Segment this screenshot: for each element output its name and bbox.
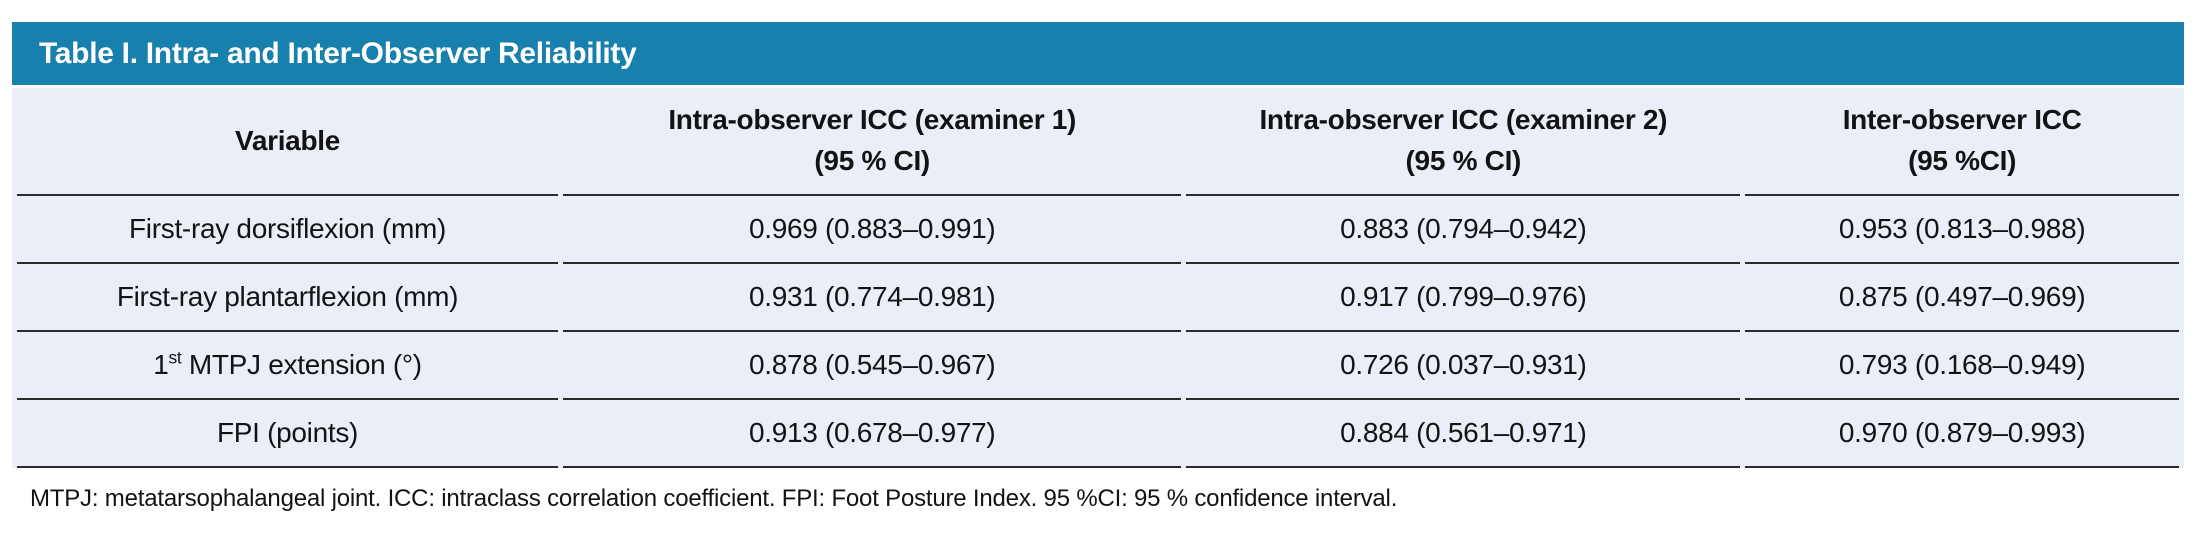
variable-superscript: st [168, 347, 182, 368]
icc-examiner1-cell: 0.913 (0.678–0.977) [563, 400, 1182, 468]
variable-cell: First-ray plantarflexion (mm) [17, 264, 559, 332]
column-header-label: Variable [235, 124, 341, 156]
variable-text-rest: MTPJ extension (°) [181, 349, 422, 380]
inter-observer-icc-cell: 0.970 (0.879–0.993) [1745, 400, 2179, 468]
icc-examiner2-cell: 0.917 (0.799–0.976) [1186, 264, 1741, 332]
column-header-sublabel: (95 %CI) [1908, 145, 2017, 176]
variable-text: 1 [153, 349, 169, 380]
column-header-intra-observer-icc-examiner2: Intra-observer ICC (examiner 2) (95 % CI… [1186, 88, 1741, 196]
table-row: FPI (points) 0.913 (0.678–0.977) 0.884 (… [17, 400, 2179, 468]
variable-cell: 1st MTPJ extension (°) [17, 332, 559, 400]
variable-cell: FPI (points) [17, 400, 559, 468]
column-header-sublabel: (95 % CI) [1405, 145, 1522, 176]
icc-examiner2-cell: 0.884 (0.561–0.971) [1186, 400, 1741, 468]
table-title: Table I. Intra- and Inter-Observer Relia… [39, 36, 637, 70]
inter-observer-icc-cell: 0.793 (0.168–0.949) [1745, 332, 2179, 400]
variable-cell: First-ray dorsiflexion (mm) [17, 196, 559, 264]
table-row: 1st MTPJ extension (°) 0.878 (0.545–0.96… [17, 332, 2179, 400]
column-header-label: Intra-observer ICC (examiner 2) [1259, 104, 1668, 136]
table-footnote: MTPJ: metatarsophalangeal joint. ICC: in… [12, 468, 2184, 513]
column-header-label: Intra-observer ICC (examiner 1) [668, 104, 1077, 136]
reliability-table: Variable Intra-observer ICC (examiner 1)… [12, 88, 2184, 468]
icc-examiner2-cell: 0.726 (0.037–0.931) [1186, 332, 1741, 400]
inter-observer-icc-cell: 0.875 (0.497–0.969) [1745, 264, 2179, 332]
column-header-sublabel: (95 % CI) [814, 145, 930, 176]
icc-examiner2-cell: 0.883 (0.794–0.942) [1186, 196, 1741, 264]
variable-text: First-ray dorsiflexion (mm) [129, 213, 447, 244]
icc-examiner1-cell: 0.969 (0.883–0.991) [563, 196, 1182, 264]
variable-text: FPI (points) [216, 417, 359, 448]
column-header-intra-observer-icc-examiner1: Intra-observer ICC (examiner 1) (95 % CI… [563, 88, 1182, 196]
header-row: Variable Intra-observer ICC (examiner 1)… [17, 88, 2179, 196]
table-title-bar: Table I. Intra- and Inter-Observer Relia… [12, 22, 2184, 85]
inter-observer-icc-cell: 0.953 (0.813–0.988) [1745, 196, 2179, 264]
icc-examiner1-cell: 0.878 (0.545–0.967) [563, 332, 1182, 400]
variable-text: First-ray plantarflexion (mm) [116, 281, 459, 312]
table-row: First-ray dorsiflexion (mm) 0.969 (0.883… [17, 196, 2179, 264]
column-header-inter-observer-icc: Inter-observer ICC (95 %CI) [1745, 88, 2179, 196]
column-header-label: Inter-observer ICC [1842, 104, 2082, 136]
column-header-variable: Variable [17, 88, 559, 196]
table-row: First-ray plantarflexion (mm) 0.931 (0.7… [17, 264, 2179, 332]
icc-examiner1-cell: 0.931 (0.774–0.981) [563, 264, 1182, 332]
